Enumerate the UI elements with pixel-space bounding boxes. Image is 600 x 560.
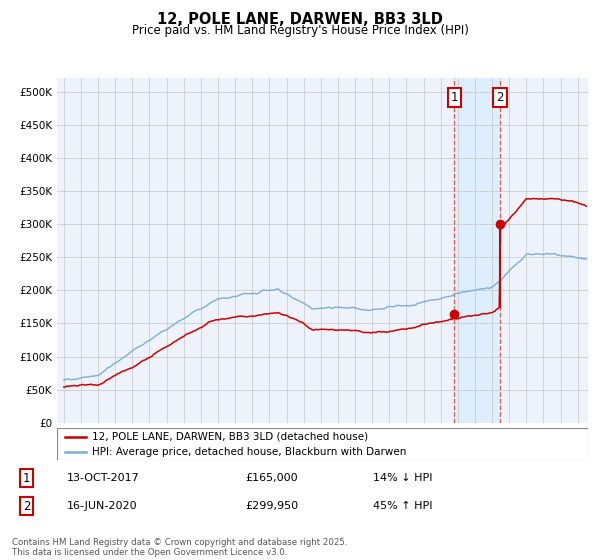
Text: 2: 2 — [23, 500, 30, 513]
Text: Price paid vs. HM Land Registry's House Price Index (HPI): Price paid vs. HM Land Registry's House … — [131, 24, 469, 36]
Text: 12, POLE LANE, DARWEN, BB3 3LD: 12, POLE LANE, DARWEN, BB3 3LD — [157, 12, 443, 27]
Text: 16-JUN-2020: 16-JUN-2020 — [67, 501, 138, 511]
Text: 2: 2 — [496, 91, 504, 104]
Text: 12, POLE LANE, DARWEN, BB3 3LD (detached house): 12, POLE LANE, DARWEN, BB3 3LD (detached… — [92, 432, 368, 442]
Text: £299,950: £299,950 — [245, 501, 298, 511]
Text: 1: 1 — [451, 91, 458, 104]
Text: £165,000: £165,000 — [245, 473, 298, 483]
Bar — [454, 78, 500, 423]
Text: Contains HM Land Registry data © Crown copyright and database right 2025.
This d: Contains HM Land Registry data © Crown c… — [12, 538, 347, 557]
Text: 14% ↓ HPI: 14% ↓ HPI — [373, 473, 433, 483]
Text: 13-OCT-2017: 13-OCT-2017 — [67, 473, 140, 483]
Text: 45% ↑ HPI: 45% ↑ HPI — [373, 501, 433, 511]
Text: 1: 1 — [23, 472, 30, 484]
Text: HPI: Average price, detached house, Blackburn with Darwen: HPI: Average price, detached house, Blac… — [92, 447, 406, 457]
